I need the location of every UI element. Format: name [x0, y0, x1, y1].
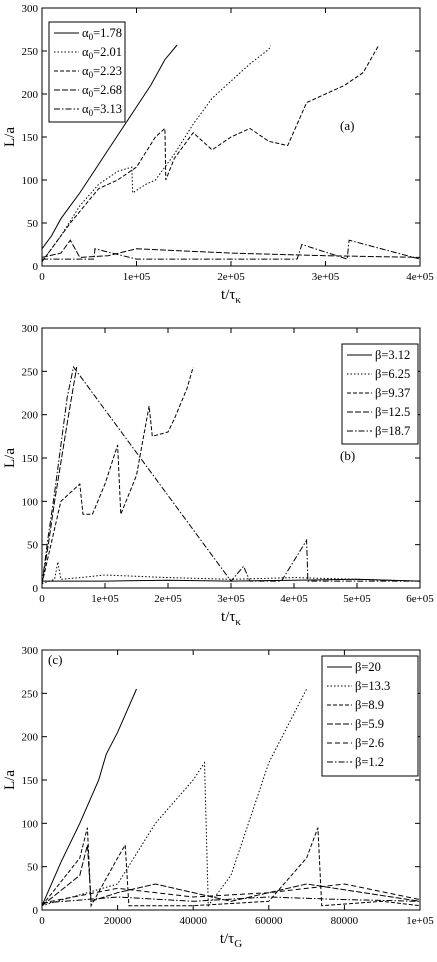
- legend-label-1: β=20: [355, 660, 381, 674]
- legend-label-1: α0=1.78: [82, 26, 122, 42]
- panel-label: (b): [340, 448, 355, 463]
- x-tick-label: 60000: [255, 915, 283, 927]
- series-line-3: [41, 45, 379, 262]
- y-tick-label: 100: [22, 175, 39, 187]
- chart-panel-2: 0 1e+05 2e+05 3e+05 4e+05 5e+05 6e+05 0 50 100 150…: [2, 323, 434, 628]
- series-line-2: [41, 561, 421, 585]
- x-tick-label: 40000: [179, 915, 207, 927]
- series-line-5: [42, 239, 421, 260]
- series-line-2: [41, 45, 272, 262]
- y-tick-label: 50: [27, 540, 39, 552]
- legend-label-4: β=5.9: [355, 717, 384, 731]
- legend-label-3: α0=2.23: [82, 64, 122, 80]
- y-tick-label: 200: [22, 410, 39, 422]
- x-axis-label: t/τG: [220, 931, 242, 950]
- series-line-1: [41, 688, 137, 906]
- y-tick-label: 0: [33, 905, 39, 917]
- x-tick-label: 1e+05: [123, 271, 151, 283]
- x-tick-label: 80000: [331, 915, 359, 927]
- y-tick-label: 250: [22, 366, 39, 378]
- legend: β=20 β=13.3 β=8.9 β=5.9 β=2.6 β=1.2: [321, 655, 419, 777]
- legend-label-1: β=3.12: [375, 348, 410, 362]
- y-axis-label: L/a: [2, 770, 18, 790]
- y-tick-label: 0: [33, 261, 39, 273]
- series-line-3: [41, 827, 421, 908]
- x-tick-label: 0: [39, 915, 45, 927]
- legend-label-2: β=6.25: [375, 367, 410, 381]
- legend: α0=1.78 α0=2.01 α0=2.23 α0=2.68 α0=3.13: [48, 21, 126, 123]
- series-line-5: [41, 883, 421, 904]
- legend-label-4: β=12.5: [375, 405, 410, 419]
- x-tick-label: 3e+05: [312, 271, 340, 283]
- legend-label-2: α0=2.01: [82, 45, 122, 61]
- x-tick-label: 6e+05: [406, 593, 434, 605]
- series-line-5: [41, 365, 420, 584]
- legend-label-2: β=13.3: [355, 679, 390, 693]
- x-tick-label: 2e+05: [217, 271, 245, 283]
- x-tick-label: 5e+05: [343, 593, 371, 605]
- legend-box: [48, 21, 126, 123]
- y-tick-label: 150: [22, 453, 39, 465]
- y-tick-label: 100: [22, 818, 39, 830]
- legend-label-5: β=18.7: [375, 424, 410, 438]
- y-tick-label: 0: [33, 583, 39, 595]
- legend-box: [321, 655, 419, 777]
- x-tick-label: 4e+05: [280, 593, 308, 605]
- x-tick-label: 0: [39, 593, 45, 605]
- y-tick-label: 250: [22, 46, 39, 58]
- y-tick-label: 200: [22, 89, 39, 101]
- series-line-4: [41, 366, 78, 584]
- legend-label-4: α0=2.68: [82, 83, 122, 99]
- y-tick-label: 50: [27, 218, 39, 230]
- series-line-3: [41, 366, 194, 584]
- chart-panel-1: 0 1e+05 2e+05 3e+05 4e+05 0 50 100 150 200 250 300 L…: [2, 3, 434, 306]
- x-tick-label: 1e+05: [91, 593, 119, 605]
- chart-panel-3: 0 20000 40000 60000 80000 1e+05 0 50 100 150 200 25…: [2, 645, 434, 950]
- y-tick-label: 300: [22, 3, 39, 15]
- series-line-2: [41, 688, 308, 908]
- series-line-1: [41, 44, 178, 250]
- legend-label-5: α0=3.13: [82, 102, 122, 118]
- y-tick-label: 300: [22, 323, 39, 335]
- legend: β=3.12 β=6.25 β=9.37 β=12.5 β=18.7: [341, 343, 419, 445]
- y-tick-label: 150: [22, 132, 39, 144]
- legend-box: [341, 343, 419, 445]
- y-tick-label: 200: [22, 732, 39, 744]
- legend-label-5: β=2.6: [355, 736, 384, 750]
- x-tick-label: 2e+05: [154, 593, 182, 605]
- series-line-6: [41, 896, 421, 904]
- x-tick-label: 4e+05: [406, 271, 434, 283]
- legend-label-6: β=1.2: [355, 755, 384, 769]
- y-tick-label: 50: [27, 862, 39, 874]
- x-axis-label: t/τκ: [221, 609, 241, 628]
- x-tick-label: 3e+05: [217, 593, 245, 605]
- panel-label: (a): [340, 118, 354, 133]
- x-tick-label: 20000: [104, 915, 132, 927]
- y-tick-label: 150: [22, 775, 39, 787]
- y-axis-label: L/a: [2, 127, 18, 147]
- legend-label-3: β=8.9: [355, 698, 384, 712]
- legend-label-3: β=9.37: [375, 386, 410, 400]
- y-tick-label: 250: [22, 688, 39, 700]
- series-line-4: [41, 239, 421, 258]
- x-tick-label: 0: [39, 271, 45, 283]
- y-tick-label: 300: [22, 645, 39, 657]
- x-axis-label: t/τκ: [221, 287, 241, 306]
- series-line-4: [41, 844, 421, 907]
- x-tick-label: 1e+05: [406, 915, 434, 927]
- y-tick-label: 100: [22, 496, 39, 508]
- y-axis-label: L/a: [2, 448, 18, 468]
- panel-label: (c): [48, 652, 62, 667]
